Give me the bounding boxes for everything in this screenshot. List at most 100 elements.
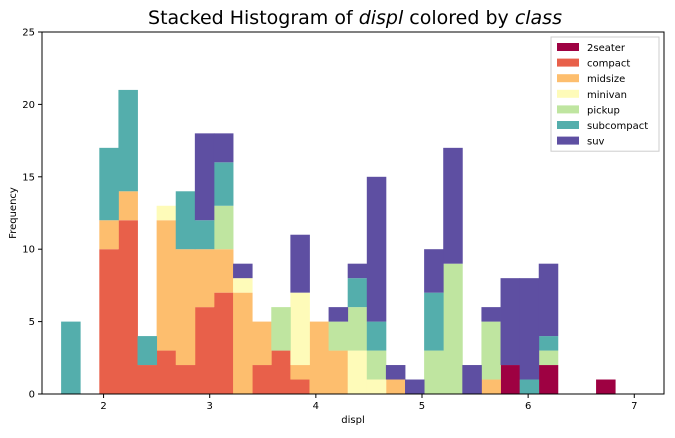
bar-subcompact-bin-8: [213, 162, 234, 206]
bar-2seater-bin-25: [538, 365, 559, 394]
legend-label-minivan: minivan: [587, 90, 627, 101]
bar-pickup-bin-22: [481, 321, 501, 380]
chart-title-part: Stacked Histogram of: [148, 7, 359, 29]
x-tick-label: 4: [313, 401, 319, 412]
x-tick-label: 2: [100, 401, 106, 412]
bar-suv-bin-24: [519, 278, 540, 380]
bar-compact-bin-10: [252, 365, 272, 394]
bar-midsize-bin-6: [175, 249, 196, 366]
chart-title-part: class: [515, 7, 562, 29]
bar-subcompact-bin-4: [137, 336, 158, 366]
y-axis-label: Frequency: [8, 187, 19, 239]
y-axis: 0 5 10 15 20 25: [22, 28, 42, 401]
legend-label-compact: compact: [587, 59, 630, 70]
bar-pickup-bin-19: [424, 350, 444, 394]
bar-midsize-bin-13: [309, 321, 329, 394]
chart-title: Stacked Histogram of displ colored by cl…: [148, 7, 562, 29]
bar-minivan-bin-15: [347, 350, 368, 394]
bar-suv-bin-23: [500, 278, 521, 366]
bar-suv-bin-20: [443, 147, 463, 264]
legend-label-pickup: pickup: [587, 105, 620, 116]
bar-subcompact-bin-19: [424, 292, 444, 351]
legend-swatch-pickup: [557, 105, 579, 114]
bar-2seater-bin-23: [500, 365, 521, 394]
x-tick-label: 7: [631, 401, 637, 412]
y-tick-label: 25: [22, 28, 35, 39]
bar-minivan-bin-5: [156, 205, 177, 221]
bar-compact-bin-2: [99, 249, 119, 394]
bar-subcompact-bin-15: [347, 278, 368, 308]
bar-subcompact-bin-7: [194, 220, 215, 250]
bar-minivan-bin-12: [290, 292, 310, 366]
x-tick-label: 5: [419, 401, 425, 412]
bar-midsize-bin-22: [481, 379, 501, 394]
bar-pickup-bin-14: [328, 321, 349, 351]
bar-midsize-bin-14: [328, 350, 349, 394]
bar-suv-bin-18: [405, 379, 425, 394]
bar-suv-bin-15: [347, 263, 368, 279]
legend-label-subcompact: subcompact: [587, 121, 648, 132]
bar-midsize-bin-12: [290, 365, 310, 380]
bar-suv-bin-22: [481, 307, 501, 322]
x-axis-label: displ: [341, 415, 364, 426]
legend-swatch-suv: [557, 136, 579, 145]
bar-pickup-bin-15: [347, 307, 368, 351]
legend: 2seater compact midsize minivan pickup subcom…: [550, 36, 660, 152]
bar-suv-bin-12: [290, 234, 310, 293]
bar-subcompact-bin-0: [61, 321, 81, 394]
bar-midsize-bin-7: [194, 249, 215, 308]
bar-compact-bin-11: [271, 350, 291, 394]
bar-compact-bin-7: [194, 307, 215, 394]
bar-midsize-bin-17: [385, 379, 406, 394]
bar-pickup-bin-11: [271, 307, 291, 351]
bar-suv-bin-8: [213, 133, 234, 163]
y-tick-label: 10: [22, 245, 35, 256]
bars: [61, 89, 616, 394]
legend-label-midsize: midsize: [587, 74, 625, 85]
bar-midsize-bin-10: [252, 321, 272, 366]
bar-compact-bin-5: [156, 350, 177, 394]
bar-midsize-bin-8: [213, 249, 234, 293]
legend-swatch-minivan: [557, 89, 579, 98]
y-tick-label: 0: [29, 390, 35, 401]
bar-suv-bin-21: [462, 365, 482, 394]
bar-compact-bin-12: [290, 379, 310, 394]
bar-midsize-bin-5: [156, 220, 177, 351]
x-tick-label: 3: [207, 401, 213, 412]
bar-compact-bin-3: [118, 220, 138, 394]
bar-subcompact-bin-25: [538, 336, 559, 351]
legend-swatch-2seater: [557, 43, 579, 51]
legend-swatch-compact: [557, 58, 579, 67]
plot-frame: [41, 31, 665, 395]
y-tick-label: 5: [29, 317, 35, 328]
bar-suv-bin-19: [424, 249, 444, 293]
bar-subcompact-bin-16: [366, 321, 387, 351]
legend-swatch-subcompact: [557, 121, 579, 129]
legend-label-suv: suv: [587, 137, 605, 148]
bar-subcompact-bin-2: [99, 147, 119, 221]
bar-suv-bin-17: [385, 365, 406, 380]
bar-pickup-bin-20: [443, 263, 463, 394]
bar-pickup-bin-8: [213, 205, 234, 250]
bar-suv-bin-9: [233, 263, 253, 279]
bar-2seater-bin-28: [596, 379, 616, 394]
bar-pickup-bin-16: [366, 350, 387, 380]
bar-suv-bin-7: [194, 133, 215, 221]
bar-compact-bin-4: [137, 365, 158, 394]
bar-subcompact-bin-6: [175, 191, 196, 250]
bar-suv-bin-14: [328, 307, 349, 322]
bar-pickup-bin-25: [538, 350, 559, 366]
bar-suv-bin-25: [538, 263, 559, 337]
legend-label-2seater: 2seater: [587, 43, 626, 54]
bar-subcompact-bin-24: [519, 379, 540, 394]
y-tick-label: 20: [22, 100, 35, 111]
bar-minivan-bin-9: [233, 278, 253, 293]
bar-minivan-bin-16: [366, 379, 387, 394]
bar-midsize-bin-2: [99, 220, 119, 250]
x-axis: 2 3 4 5 6 7: [100, 394, 637, 412]
bar-subcompact-bin-3: [118, 89, 138, 192]
bar-compact-bin-6: [175, 365, 196, 394]
bar-suv-bin-16: [366, 176, 387, 322]
